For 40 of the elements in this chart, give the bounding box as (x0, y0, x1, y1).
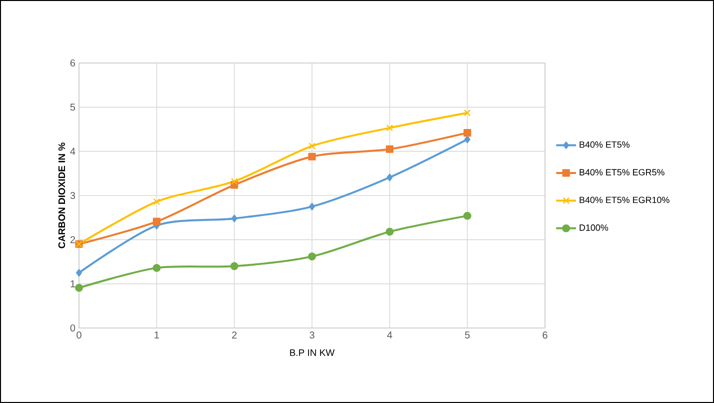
y-tick-label: 1 (70, 280, 75, 288)
point (386, 228, 394, 236)
y-tick-label: 5 (70, 104, 76, 111)
x-tick-label: 4 (387, 332, 392, 338)
legend-label: B40% ET5% EGR10% (580, 196, 670, 204)
point (308, 142, 316, 150)
point (308, 152, 316, 160)
y-tick-label: 4 (70, 148, 76, 155)
x-tick-label: 5 (464, 332, 470, 338)
x-axis-title: B.P IN KW (290, 349, 335, 356)
point (231, 214, 238, 222)
y-tick-label: 6 (70, 59, 76, 67)
point (464, 136, 470, 144)
point (153, 198, 160, 206)
point (386, 145, 394, 153)
x-tick-label: 1 (154, 332, 159, 338)
x-tick-label: 6 (542, 332, 548, 339)
point (152, 264, 161, 272)
point (464, 129, 472, 137)
point (230, 178, 238, 185)
legend-label: D100% (580, 224, 608, 231)
point (463, 212, 472, 220)
x-tick-label: 2 (232, 332, 237, 338)
y-tick-label: 2 (70, 236, 75, 244)
point (386, 124, 394, 132)
point (308, 252, 316, 260)
legend-label: B40% ET5% EGR5% (580, 169, 664, 176)
y-tick-label: 3 (70, 192, 76, 200)
y-axis-title: CARBON DIOXIDE IN % (58, 142, 66, 248)
point (309, 202, 315, 210)
point (464, 109, 471, 116)
point (230, 262, 238, 270)
x-tick-label: 3 (310, 332, 314, 339)
point (152, 218, 160, 226)
legend-label: B40% ET5% (580, 141, 630, 148)
point (76, 269, 82, 277)
x-tick-label: 0 (76, 332, 82, 339)
point (386, 174, 393, 182)
point (75, 284, 83, 292)
y-tick-label: 0 (70, 324, 76, 332)
